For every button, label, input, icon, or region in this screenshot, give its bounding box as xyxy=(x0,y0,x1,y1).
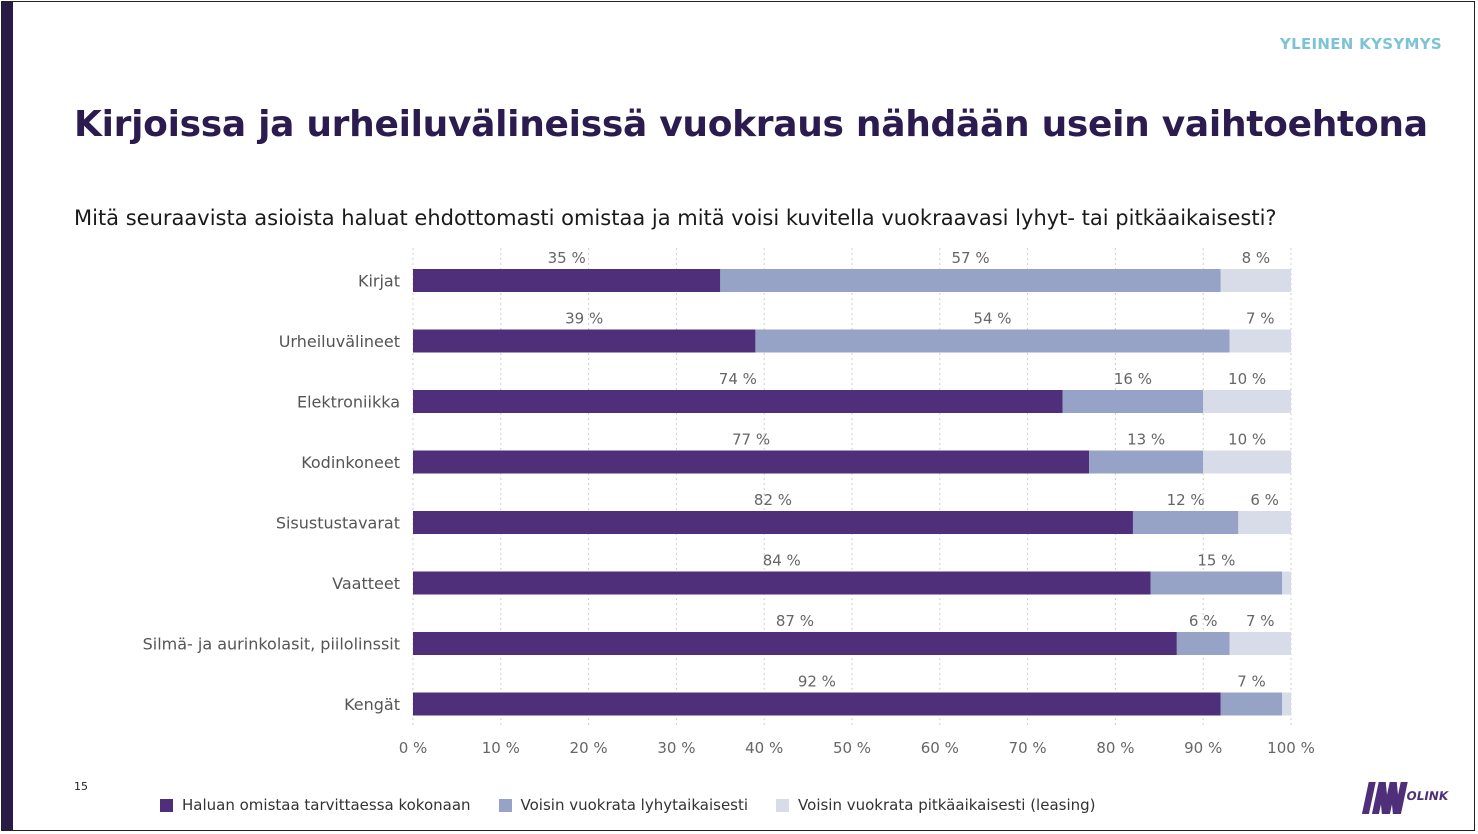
bar-segment xyxy=(413,632,1177,655)
data-label: 12 % xyxy=(1167,491,1205,509)
innolink-logo: OLINK xyxy=(1361,782,1450,814)
x-tick-label: 20 % xyxy=(570,739,608,757)
left-accent-bar xyxy=(2,2,13,830)
category-label: Kodinkoneet xyxy=(301,453,400,472)
bar-segment xyxy=(1229,329,1291,353)
bar-segment xyxy=(1132,511,1239,534)
bar-segment xyxy=(1062,390,1204,413)
category-label: Elektroniikka xyxy=(297,393,400,412)
bar-segment xyxy=(413,390,1063,413)
data-label: 8 % xyxy=(1242,249,1271,267)
data-label: 13 % xyxy=(1127,431,1165,449)
bar-segment xyxy=(1282,692,1291,716)
data-label: 6 % xyxy=(1189,612,1218,630)
bar-segment xyxy=(413,511,1133,534)
data-label: 92 % xyxy=(798,673,836,691)
bar-segment xyxy=(1229,632,1291,655)
data-label: 87 % xyxy=(776,612,814,630)
bar-segment xyxy=(1282,571,1291,595)
data-label: 10 % xyxy=(1228,370,1266,388)
data-label: 10 % xyxy=(1228,431,1266,449)
page-title: Kirjoissa ja urheiluvälineissä vuokraus … xyxy=(74,104,1428,145)
bar-segment xyxy=(1176,632,1230,655)
data-label: 6 % xyxy=(1250,491,1279,509)
legend-item-leasing: Voisin vuokrata pitkäaikaisesti (leasing… xyxy=(776,796,1096,814)
bar-segment xyxy=(413,329,756,353)
legend-label-leasing: Voisin vuokrata pitkäaikaisesti (leasing… xyxy=(798,796,1096,814)
legend-item-short-rent: Voisin vuokrata lyhytaikaisesti xyxy=(498,796,749,814)
bar-segment xyxy=(413,269,721,292)
data-label: 35 % xyxy=(548,249,586,267)
x-tick-label: 0 % xyxy=(399,739,428,757)
legend-swatch-short-rent xyxy=(498,798,512,812)
category-label: Urheiluvälineet xyxy=(279,332,400,351)
x-tick-label: 40 % xyxy=(745,739,783,757)
x-tick-label: 90 % xyxy=(1184,739,1222,757)
data-label: 16 % xyxy=(1114,370,1152,388)
page-number: 15 xyxy=(74,780,88,793)
bar-segment xyxy=(1203,450,1291,474)
data-label: 57 % xyxy=(951,249,989,267)
data-label: 7 % xyxy=(1246,310,1275,328)
bar-segment xyxy=(1150,571,1283,595)
x-tick-label: 50 % xyxy=(833,739,871,757)
survey-question: Mitä seuraavista asioista haluat ehdotto… xyxy=(74,206,1277,230)
bar-segment xyxy=(1220,692,1283,716)
data-label: 15 % xyxy=(1197,552,1235,570)
legend-swatch-own xyxy=(160,798,173,812)
data-label: 7 % xyxy=(1246,612,1275,630)
category-label: Kirjat xyxy=(358,272,400,291)
legend-item-own: Haluan omistaa tarvittaessa kokonaan xyxy=(160,796,471,814)
legend-label-own: Haluan omistaa tarvittaessa kokonaan xyxy=(182,796,471,814)
data-label: 54 % xyxy=(973,310,1011,328)
bar-segment xyxy=(1220,269,1291,292)
x-tick-label: 60 % xyxy=(921,739,959,757)
data-label: 39 % xyxy=(565,310,603,328)
bar-segment xyxy=(413,571,1151,595)
x-tick-label: 80 % xyxy=(1096,739,1134,757)
data-label: 77 % xyxy=(732,431,770,449)
data-label: 82 % xyxy=(754,491,792,509)
x-tick-label: 70 % xyxy=(1009,739,1047,757)
svg-text:OLINK: OLINK xyxy=(1405,789,1450,803)
data-label: 7 % xyxy=(1237,673,1266,691)
legend-swatch-leasing xyxy=(776,798,790,812)
bar-segment xyxy=(720,269,1221,292)
x-tick-label: 30 % xyxy=(657,739,695,757)
bar-segment xyxy=(413,450,1090,474)
category-label: Kengät xyxy=(344,695,400,714)
bar-segment xyxy=(1203,390,1291,413)
bar-segment xyxy=(413,692,1221,716)
section-tag: YLEINEN KYSYMYS xyxy=(1279,35,1442,53)
x-tick-label: 10 % xyxy=(482,739,520,757)
bar-segment xyxy=(755,329,1230,353)
category-label: Silmä- ja aurinkolasit, piilolinssit xyxy=(143,635,400,654)
category-label: Sisustustavarat xyxy=(276,514,400,533)
bar-segment xyxy=(1089,450,1204,474)
data-label: 84 % xyxy=(763,552,801,570)
bar-segment xyxy=(1238,511,1291,534)
data-label: 74 % xyxy=(719,370,757,388)
legend-label-short-rent: Voisin vuokrata lyhytaikaisesti xyxy=(520,796,749,814)
x-tick-label: 100 % xyxy=(1267,739,1315,757)
category-label: Vaatteet xyxy=(332,574,400,593)
chart-legend: Haluan omistaa tarvittaessa kokonaan Voi… xyxy=(160,795,1096,815)
